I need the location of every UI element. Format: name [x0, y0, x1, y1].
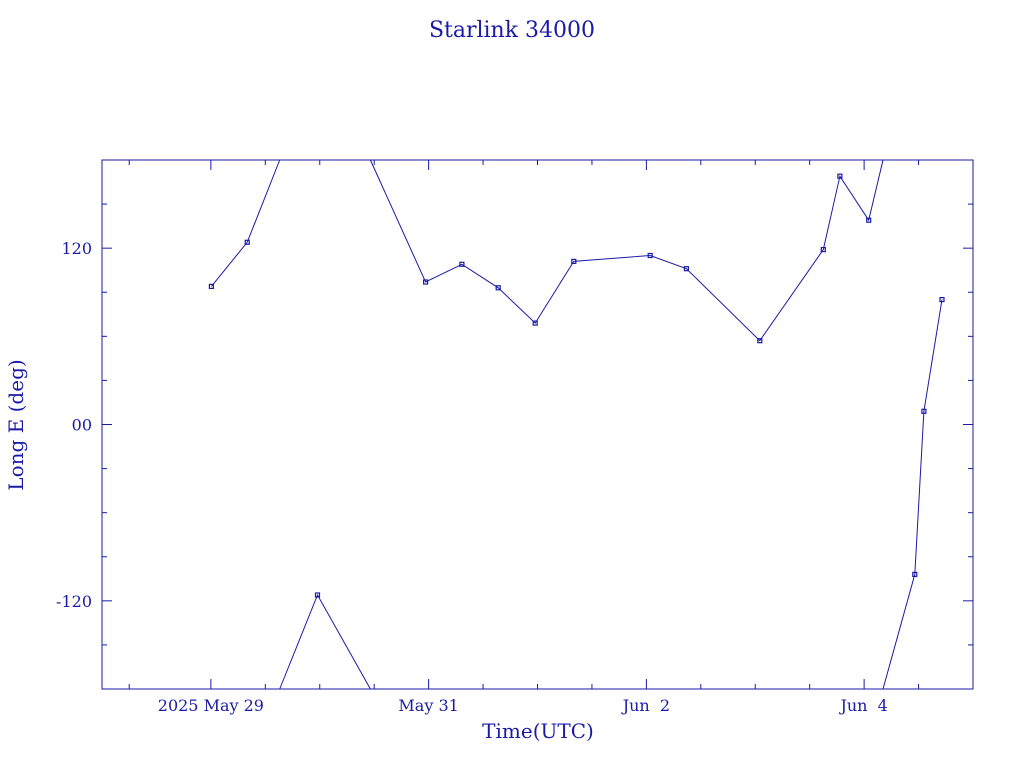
x-tick-labels: 2025 May 29 May 31 Jun 2 Jun 4: [158, 696, 888, 715]
chart-title: Starlink 34000: [429, 18, 595, 43]
series-line-segment: [279, 593, 371, 690]
minor-ticks: [102, 160, 974, 689]
x-tick-label: May 31: [398, 696, 458, 715]
data-point-marker: [757, 338, 763, 344]
data-point-marker: [837, 173, 843, 179]
data-point-marker: [532, 320, 538, 326]
series-longitude: [208, 159, 945, 690]
data-point-marker: [647, 252, 653, 259]
major-ticks: [102, 160, 973, 689]
data-point-marker: [939, 297, 945, 303]
y-tick-labels: 120 00 -120: [56, 239, 92, 611]
y-tick-label: -120: [56, 592, 92, 611]
series-line-segment: [369, 159, 884, 342]
x-axis-label: Time(UTC): [482, 719, 594, 743]
data-point-marker: [208, 283, 214, 289]
series-line-segment: [882, 299, 943, 690]
x-tick-label: Jun 4: [838, 696, 887, 715]
series-line-segment: [211, 159, 281, 287]
x-tick-label: Jun 2: [621, 696, 670, 715]
data-point-marker: [244, 239, 250, 245]
plot-frame: [101, 159, 974, 690]
x-tick-label: 2025 May 29: [158, 696, 264, 715]
data-point-marker: [314, 592, 321, 598]
data-point-marker: [683, 266, 690, 272]
data-point-marker: [921, 408, 927, 414]
data-point-marker: [423, 279, 429, 285]
data-point-marker: [459, 261, 465, 267]
y-tick-label: 120: [61, 239, 92, 258]
data-point-marker: [912, 571, 918, 578]
data-point-marker: [571, 258, 577, 264]
y-axis-label: Long E (deg): [4, 359, 28, 490]
y-tick-label: 00: [72, 416, 92, 435]
data-point-marker: [866, 217, 872, 223]
data-point-marker: [820, 247, 826, 253]
data-point-marker: [495, 285, 501, 291]
